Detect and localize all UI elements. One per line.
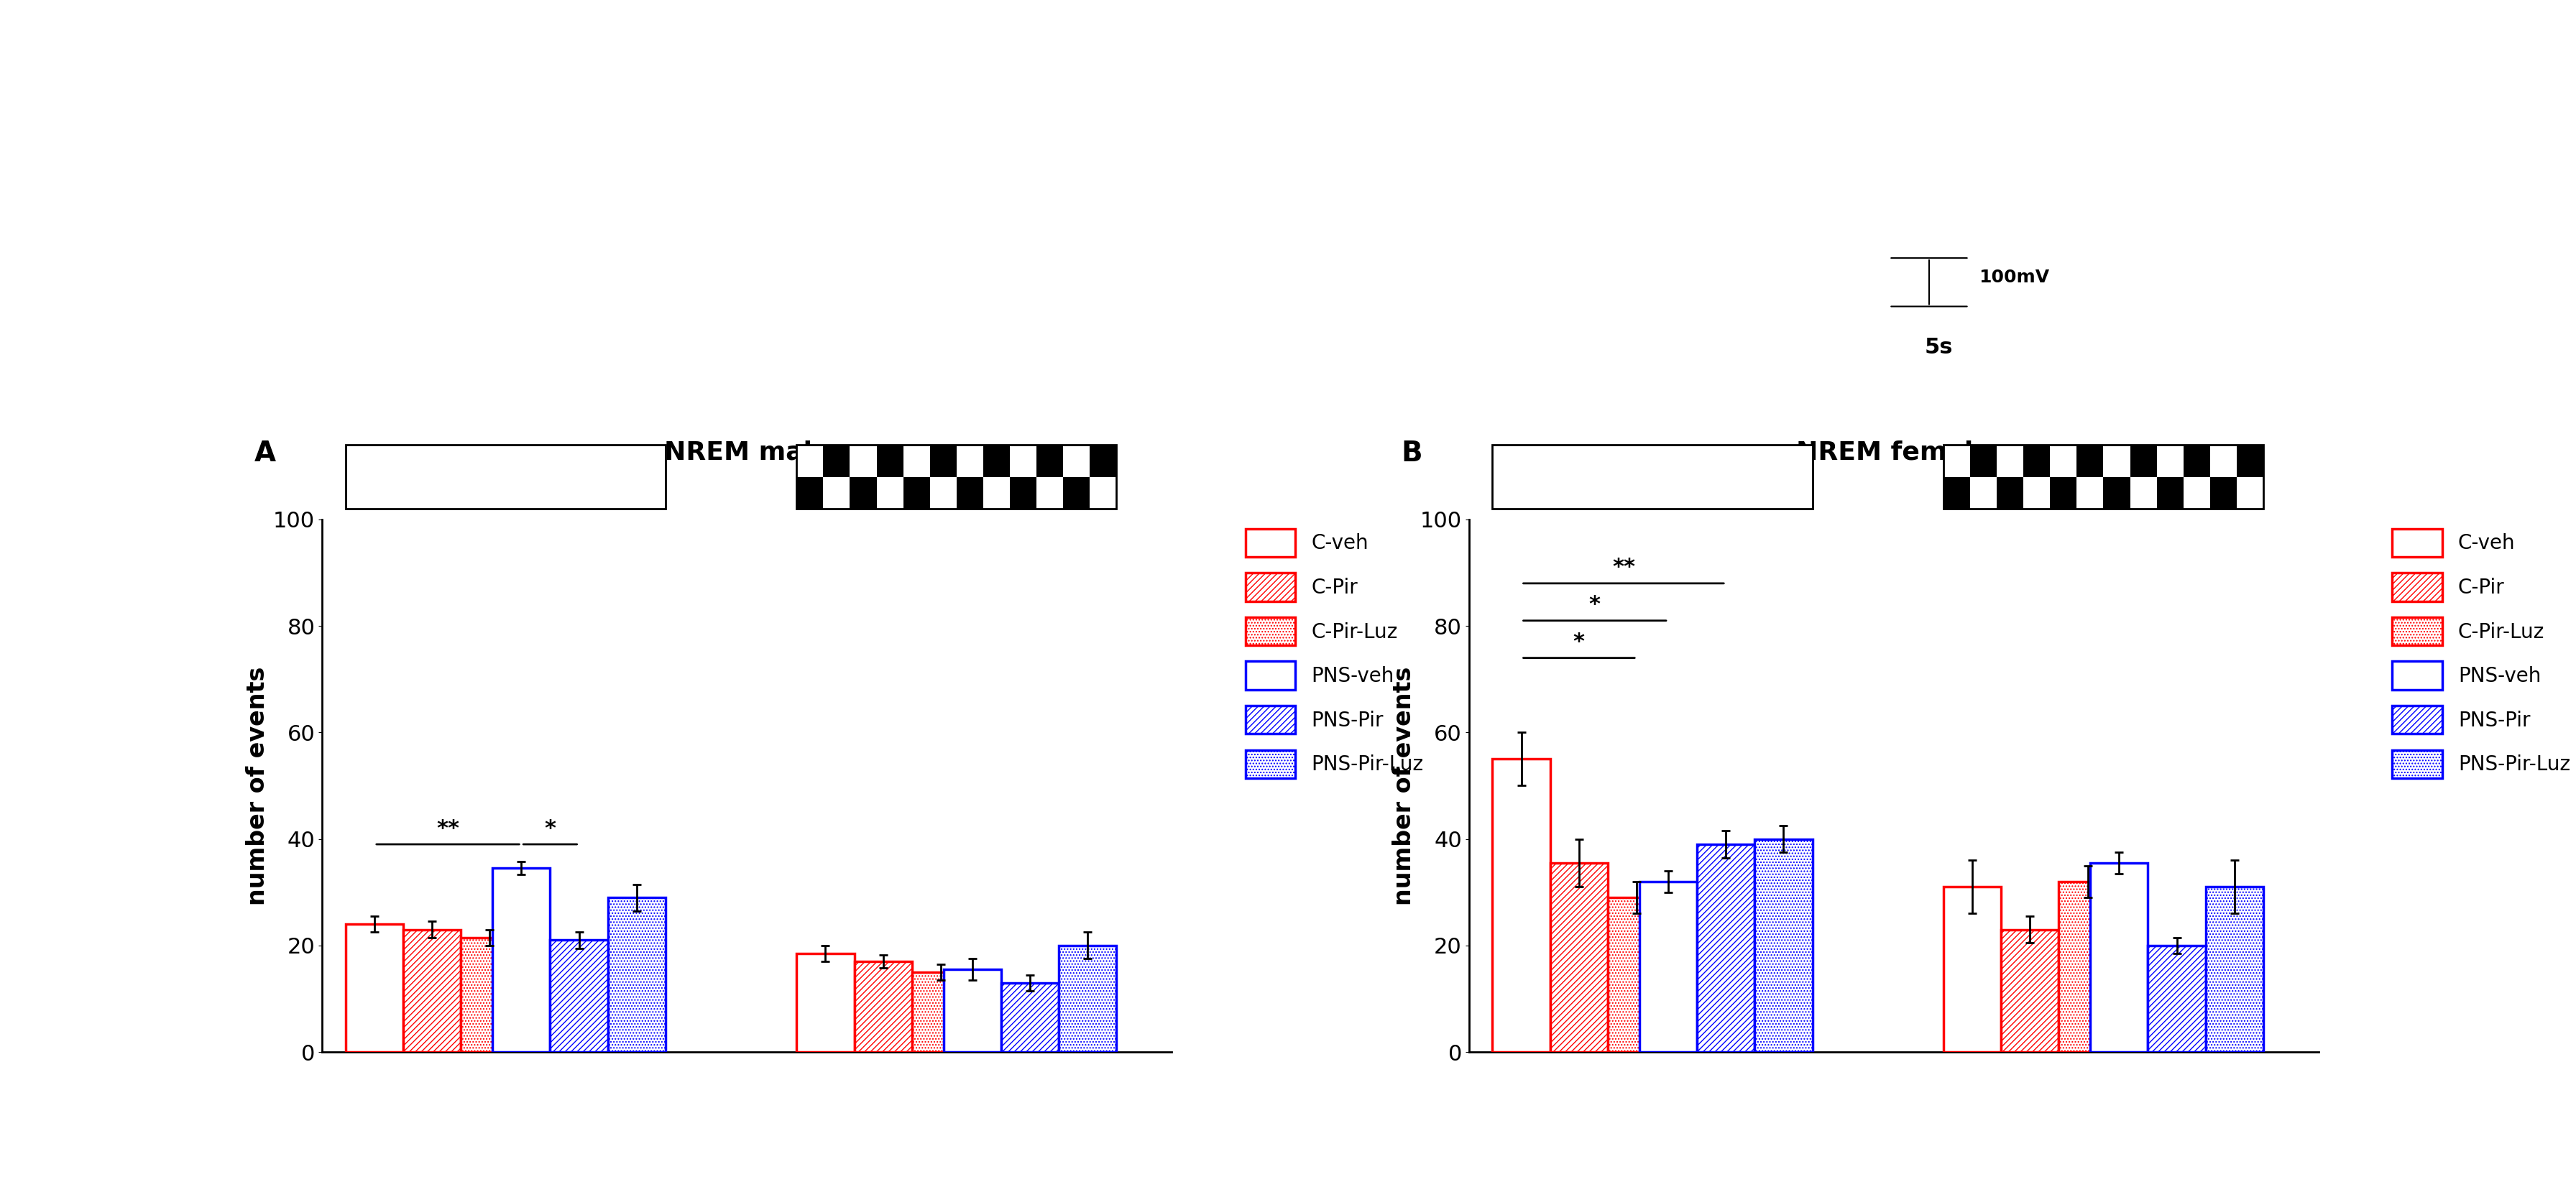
Text: *: * bbox=[1589, 595, 1600, 616]
Bar bbox=[2050, 476, 2076, 508]
Title: NREM male: NREM male bbox=[665, 440, 829, 465]
Bar bbox=[2022, 444, 2050, 476]
Legend: C-veh, C-Pir, C-Pir-Luz, PNS-veh, PNS-Pir, PNS-Pir-Luz: C-veh, C-Pir, C-Pir-Luz, PNS-veh, PNS-Pi… bbox=[1236, 519, 1432, 788]
Y-axis label: number of events: number of events bbox=[245, 667, 270, 905]
Bar bbox=[956, 476, 984, 508]
Text: 100mV: 100mV bbox=[1978, 268, 2050, 286]
Text: **: ** bbox=[1613, 557, 1636, 578]
Text: B: B bbox=[1401, 440, 1422, 467]
Bar bbox=[492, 869, 551, 1052]
Bar bbox=[1036, 444, 1064, 476]
Bar bbox=[1971, 444, 1996, 476]
Bar bbox=[850, 476, 876, 508]
Bar bbox=[930, 444, 956, 476]
Bar bbox=[1492, 759, 1551, 1052]
Bar bbox=[984, 444, 1010, 476]
Bar bbox=[2184, 444, 2210, 476]
Bar bbox=[943, 969, 1002, 1052]
Bar bbox=[1996, 476, 2022, 508]
Bar bbox=[855, 961, 912, 1052]
Bar bbox=[345, 924, 404, 1052]
Bar bbox=[1942, 886, 2002, 1052]
FancyBboxPatch shape bbox=[1492, 444, 1814, 508]
Bar bbox=[2205, 886, 2264, 1052]
FancyBboxPatch shape bbox=[345, 444, 665, 508]
Bar bbox=[1059, 946, 1115, 1052]
Bar bbox=[1551, 863, 1607, 1052]
Bar bbox=[2076, 444, 2105, 476]
Text: *: * bbox=[544, 818, 556, 839]
Bar bbox=[1064, 476, 1090, 508]
FancyBboxPatch shape bbox=[1942, 444, 2264, 508]
Text: 5s: 5s bbox=[1924, 337, 1953, 358]
FancyBboxPatch shape bbox=[796, 444, 1115, 508]
Bar bbox=[1607, 897, 1667, 1052]
Bar bbox=[1010, 476, 1036, 508]
Bar bbox=[796, 954, 855, 1052]
Text: **: ** bbox=[435, 818, 459, 839]
Bar bbox=[2130, 444, 2156, 476]
Bar bbox=[551, 940, 608, 1052]
Bar bbox=[1002, 982, 1059, 1052]
Bar bbox=[2002, 929, 2058, 1052]
Bar bbox=[2105, 476, 2130, 508]
Title: NREM female: NREM female bbox=[1795, 440, 1991, 465]
Bar bbox=[824, 444, 850, 476]
Bar bbox=[904, 476, 930, 508]
Bar bbox=[461, 937, 518, 1052]
Bar bbox=[2089, 863, 2148, 1052]
Bar bbox=[2148, 946, 2205, 1052]
Bar bbox=[2058, 882, 2117, 1052]
Y-axis label: number of events: number of events bbox=[1394, 667, 1417, 905]
Bar bbox=[2156, 476, 2184, 508]
Bar bbox=[404, 929, 461, 1052]
Bar bbox=[876, 444, 904, 476]
Legend: C-veh, C-Pir, C-Pir-Luz, PNS-veh, PNS-Pir, PNS-Pir-Luz: C-veh, C-Pir, C-Pir-Luz, PNS-veh, PNS-Pi… bbox=[2383, 519, 2576, 788]
Bar bbox=[1754, 839, 1814, 1052]
Bar bbox=[1942, 476, 1971, 508]
Text: A: A bbox=[255, 440, 276, 467]
Bar bbox=[2210, 476, 2236, 508]
Bar bbox=[2236, 444, 2264, 476]
Bar bbox=[1698, 844, 1754, 1052]
Bar bbox=[796, 476, 824, 508]
Bar bbox=[608, 897, 665, 1052]
Bar bbox=[912, 972, 969, 1052]
Text: *: * bbox=[1574, 631, 1584, 652]
Bar bbox=[1090, 444, 1115, 476]
Bar bbox=[1638, 882, 1698, 1052]
